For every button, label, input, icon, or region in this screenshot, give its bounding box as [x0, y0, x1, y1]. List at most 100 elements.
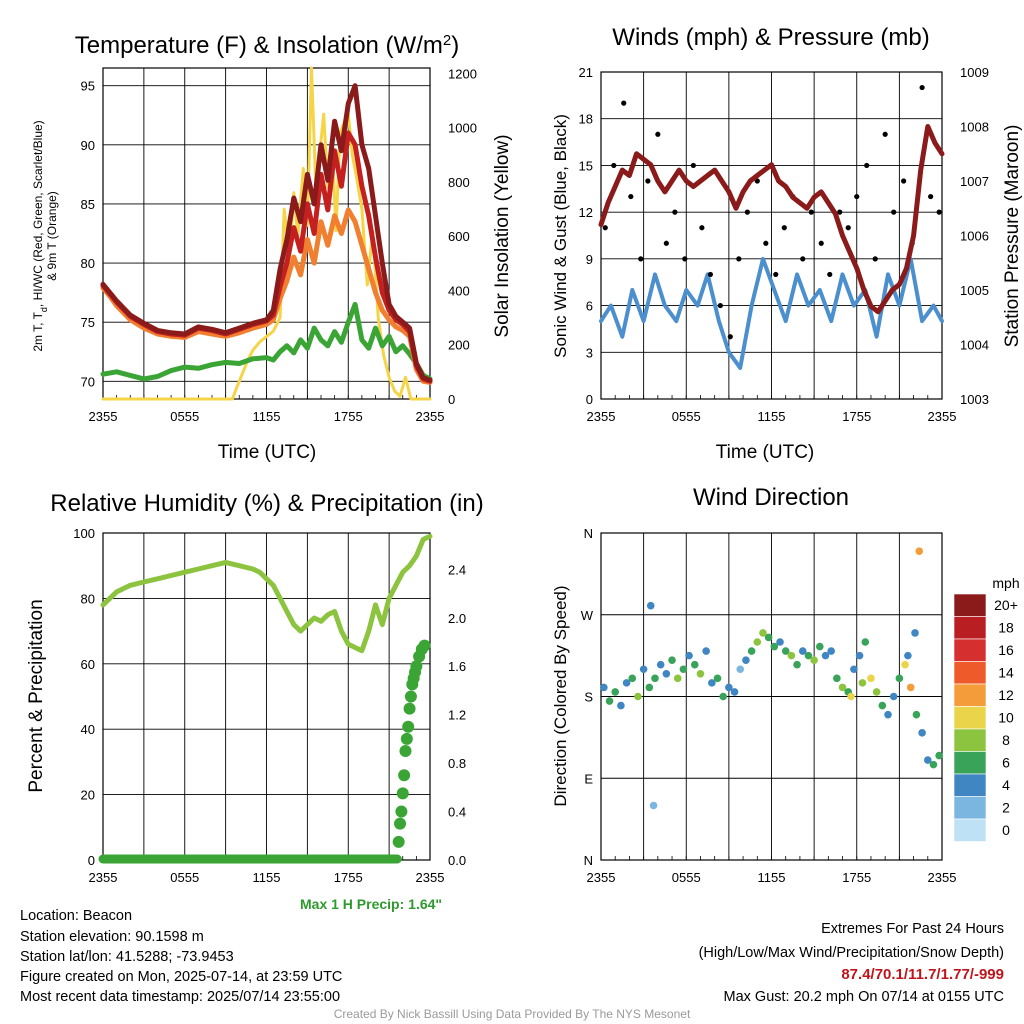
colorbar-swatch — [953, 818, 987, 842]
credit-text: Created By Nick Bassill Using Data Provi… — [333, 1007, 691, 1021]
direction-point — [895, 674, 904, 683]
gust-point — [872, 256, 878, 262]
gust-point — [827, 271, 833, 278]
y-tick-label: 80 — [81, 591, 95, 606]
direction-point — [617, 701, 625, 710]
colorbar-label: 12 — [998, 687, 1014, 703]
gust-point — [744, 209, 750, 215]
direction-point — [628, 674, 637, 683]
x-tick-label: 2355 — [416, 409, 445, 424]
colorbar-label: 20+ — [994, 597, 1018, 613]
y2-tick-label: 600 — [448, 229, 470, 244]
y-tick-label: 6 — [586, 299, 593, 314]
y-tick-label: 95 — [81, 79, 95, 94]
direction-point — [858, 679, 867, 687]
gust-point — [773, 271, 779, 278]
y-tick-label: 90 — [81, 138, 95, 153]
direction-point — [911, 629, 919, 637]
y2-tick-label: 400 — [448, 283, 470, 298]
direction-point — [850, 665, 858, 674]
gust-point — [882, 131, 888, 137]
direction-point — [798, 647, 807, 655]
direction-point — [833, 674, 841, 683]
colorbar-label: 2 — [1002, 800, 1010, 816]
direction-point — [929, 760, 938, 769]
direction-point — [787, 651, 796, 660]
extremes-subtitle: (High/Low/Max Wind/Precipitation/Snow De… — [698, 945, 1004, 961]
x-tick-label: 2355 — [928, 409, 957, 424]
colorbar-swatch — [953, 616, 987, 640]
y2-tick-label: 0 — [448, 392, 455, 407]
precip-point — [403, 702, 416, 715]
axes-frame — [600, 532, 943, 861]
direction-point — [804, 651, 813, 660]
y2-tick-label: 1006 — [960, 229, 989, 244]
direction-point — [753, 638, 762, 646]
y2-tick-label: 1008 — [960, 120, 989, 135]
precip-point — [418, 639, 431, 652]
x-tick-label: 1755 — [334, 409, 363, 424]
y-tick-label: W — [581, 608, 594, 623]
max-precip-label: Max 1 H Precip: 1.64" — [300, 896, 443, 912]
y2-tick-label: 1004 — [960, 338, 989, 353]
x-tick-label: 1755 — [334, 870, 363, 885]
direction-point — [662, 669, 671, 678]
y2-tick-label: 200 — [448, 338, 470, 353]
y-axis-label: Sonic Wind & Gust (Blue, Black) — [551, 114, 570, 358]
direction-point — [935, 751, 943, 760]
direction-point — [781, 647, 790, 655]
precip-point — [395, 805, 408, 818]
gust-point — [891, 209, 897, 215]
direction-point — [793, 660, 801, 669]
direction-point — [611, 688, 620, 696]
extremes-title: Extremes For Past 24 Hours — [821, 921, 1004, 937]
direction-point — [918, 729, 926, 737]
y2-tick-label: 1.2 — [448, 708, 466, 723]
y2-tick-label: 1007 — [960, 174, 989, 189]
x-tick-label: 2355 — [89, 409, 118, 424]
x-tick-label: 1155 — [758, 870, 786, 885]
direction-point — [747, 647, 756, 655]
gust-point — [690, 162, 696, 169]
y2-axis-label: Station Pressure (Maroon) — [1002, 125, 1023, 348]
gust-point — [611, 162, 617, 169]
precip-point — [400, 732, 413, 745]
y-tick-label: 85 — [81, 197, 95, 212]
colorbar-swatch — [953, 728, 987, 752]
direction-point — [776, 638, 784, 646]
direction-point — [827, 647, 835, 655]
y-tick-label: 60 — [81, 657, 95, 672]
direction-point — [685, 651, 693, 660]
gust-point — [602, 225, 608, 231]
x-axis-label: Time (UTC) — [716, 442, 815, 463]
precip-point — [392, 835, 405, 848]
precip-point — [402, 720, 415, 733]
y-label-part: , HI/WC (Red, Green, Scarlet/Blue) — [31, 120, 45, 307]
direction-point — [656, 660, 665, 669]
gust-point — [763, 240, 769, 246]
y2-tick-label: 1200 — [448, 66, 477, 81]
colorbar-swatch — [953, 706, 987, 730]
y-tick-label: 3 — [586, 345, 593, 360]
direction-point — [855, 651, 864, 660]
direction-point — [645, 683, 654, 692]
gust-point — [727, 334, 733, 340]
y-tick-label: 0 — [586, 392, 593, 407]
chart-title: Wind Direction — [693, 484, 849, 511]
direction-point — [605, 697, 614, 705]
y-axis-label-line2: & 9m T (Orange) — [45, 191, 59, 281]
gust-point — [663, 240, 669, 246]
colorbar-swatch — [953, 661, 987, 685]
colorbar-swatch — [953, 638, 987, 662]
direction-point — [736, 665, 745, 674]
x-tick-label: 0555 — [170, 870, 199, 885]
colorbar-label: 8 — [1002, 732, 1010, 748]
gust-point — [682, 256, 688, 262]
y-tick-label: 9 — [586, 252, 593, 267]
gust-point — [928, 193, 934, 200]
colorbar-label: 6 — [1002, 755, 1010, 771]
gust-point — [655, 131, 661, 137]
x-tick-label: 0555 — [672, 870, 701, 885]
axes-frame — [600, 71, 943, 400]
colorbar-label: 18 — [998, 620, 1014, 636]
